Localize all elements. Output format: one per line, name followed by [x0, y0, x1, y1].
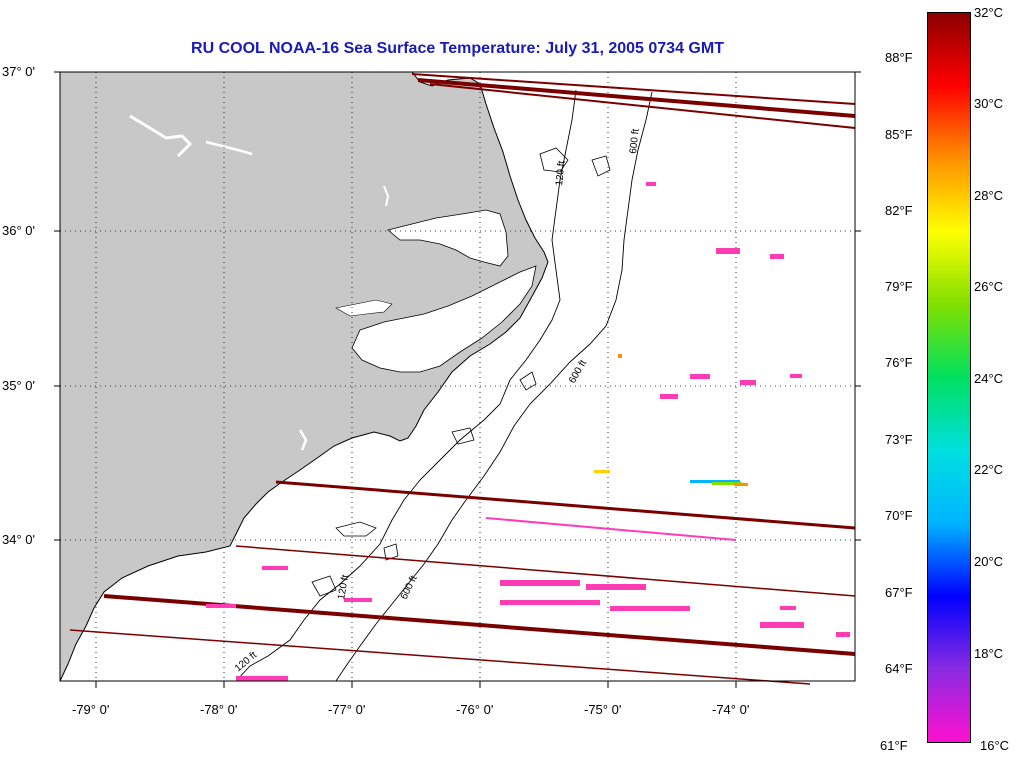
- colorbar-f-label: 64°F: [885, 661, 913, 676]
- temperature-colorbar: [927, 12, 971, 743]
- colorbar-c-label: 16°C: [980, 738, 1010, 753]
- pamlico-river: [335, 299, 393, 317]
- colorbar-f-label: 76°F: [885, 355, 913, 370]
- contour-600ft: [335, 91, 653, 682]
- small-lake: [205, 140, 253, 156]
- colorbar-f-label: 61°F: [880, 738, 908, 753]
- contour-label-600: 600 ft: [628, 128, 642, 154]
- lon-label-74: -74° 0': [712, 702, 750, 717]
- colorbar-f-label: 79°F: [885, 279, 913, 294]
- map-frame: [59, 71, 856, 682]
- colorbar-c-label: 30°C: [974, 96, 1004, 111]
- pamlico-sound: [351, 265, 537, 373]
- lat-label-34: 34° 0': [2, 532, 35, 547]
- lon-label-78: -78° 0': [200, 702, 238, 717]
- colorbar-c-label: 18°C: [974, 646, 1004, 661]
- lat-label-35: 35° 0': [2, 378, 35, 393]
- albemarle-sound: [387, 209, 509, 267]
- contour-label-120: 120 ft: [336, 574, 351, 601]
- colorbar-c-label: 20°C: [974, 554, 1004, 569]
- colorbar-c-label: 32°C: [974, 5, 1004, 20]
- colorbar-c-label: 22°C: [974, 462, 1004, 477]
- warm-pixel-patches: [594, 354, 748, 486]
- axis-ticks: [54, 71, 861, 688]
- contour-small-features: [311, 147, 611, 597]
- lon-label-75: -75° 0': [584, 702, 622, 717]
- colorbar-f-label: 88°F: [885, 50, 913, 65]
- cold-pixel-patches: [206, 182, 850, 681]
- reservoir: [129, 114, 193, 158]
- colorbar-f-label: 70°F: [885, 508, 913, 523]
- colorbar-c-label: 26°C: [974, 279, 1004, 294]
- lon-label-76: -76° 0': [456, 702, 494, 717]
- colorbar-f-label: 82°F: [885, 203, 913, 218]
- coastal-lake: [298, 429, 308, 451]
- contour-120ft: [235, 89, 577, 682]
- map-title: RU COOL NOAA-16 Sea Surface Temperature:…: [191, 40, 724, 57]
- lat-label-37: 37° 0': [2, 64, 35, 79]
- contour-label-120: 120 ft: [554, 160, 568, 186]
- colorbar-f-label: 67°F: [885, 585, 913, 600]
- colorbar-f-label: 73°F: [885, 432, 913, 447]
- lon-label-79: -79° 0': [72, 702, 110, 717]
- colorbar-c-label: 24°C: [974, 371, 1004, 386]
- lon-label-77: -77° 0': [328, 702, 366, 717]
- lat-label-36: 36° 0': [2, 223, 35, 238]
- colorbar-c-label: 28°C: [974, 188, 1004, 203]
- colorbar-f-label: 85°F: [885, 127, 913, 142]
- island-lake: [383, 185, 390, 207]
